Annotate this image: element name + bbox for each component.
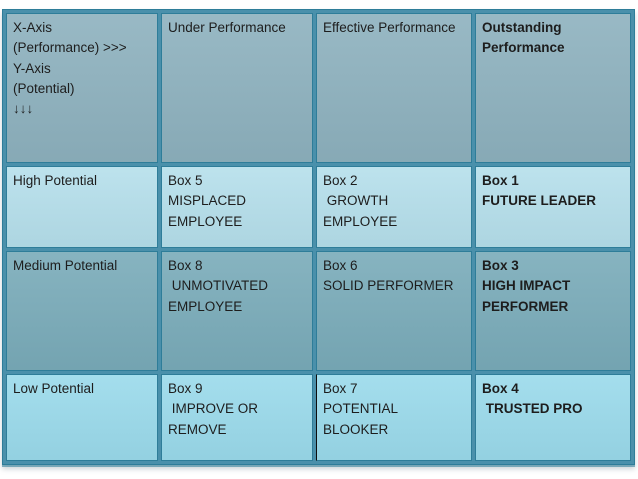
table-row-low-potential: Low Potential Box 9 IMPROVE OR REMOVE Bo… bbox=[6, 374, 631, 461]
cell-box9-improve-or-remove: Box 9 IMPROVE OR REMOVE bbox=[161, 374, 313, 461]
cell-box4-trusted-pro: Box 4 TRUSTED PRO bbox=[475, 374, 631, 461]
cell-box6-solid-performer: Box 6 SOLID PERFORMER bbox=[316, 251, 472, 371]
corner-axis-legend: X-Axis (Performance) >>> Y-Axis (Potenti… bbox=[6, 13, 158, 163]
header-outstanding-performance: Outstanding Performance bbox=[475, 13, 631, 163]
cell-box7-potential-blooker: Box 7 POTENTIAL BLOOKER bbox=[316, 374, 472, 461]
table-row-high-potential: High Potential Box 5 MISPLACED EMPLOYEE … bbox=[6, 166, 631, 248]
header-effective-performance: Effective Performance bbox=[316, 13, 472, 163]
row-label-low-potential: Low Potential bbox=[6, 374, 158, 461]
cell-box3-high-impact-performer: Box 3 HIGH IMPACT PERFORMER bbox=[475, 251, 631, 371]
header-under-performance: Under Performance bbox=[161, 13, 313, 163]
row-label-medium-potential: Medium Potential bbox=[6, 251, 158, 371]
nine-box-grid: X-Axis (Performance) >>> Y-Axis (Potenti… bbox=[2, 9, 635, 465]
table-row-header: X-Axis (Performance) >>> Y-Axis (Potenti… bbox=[6, 13, 631, 163]
cell-box1-future-leader: Box 1 FUTURE LEADER bbox=[475, 166, 631, 248]
cell-box5-misplaced-employee: Box 5 MISPLACED EMPLOYEE bbox=[161, 166, 313, 248]
cell-box8-unmotivated-employee: Box 8 UNMOTIVATED EMPLOYEE bbox=[161, 251, 313, 371]
table-row-medium-potential: Medium Potential Box 8 UNMOTIVATED EMPLO… bbox=[6, 251, 631, 371]
cell-box2-growth-employee: Box 2 GROWTH EMPLOYEE bbox=[316, 166, 472, 248]
row-label-high-potential: High Potential bbox=[6, 166, 158, 248]
